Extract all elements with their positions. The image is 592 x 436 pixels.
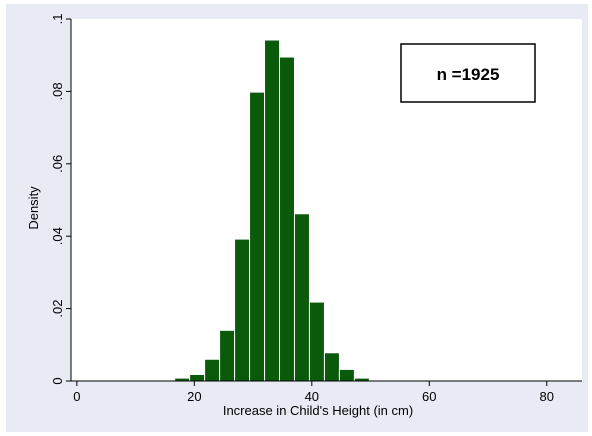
x-tick-label: 40 [305,389,319,404]
x-tick-label: 20 [187,389,201,404]
x-tick-label: 60 [422,389,436,404]
histogram-bar [234,238,251,382]
histogram-bar [338,368,355,382]
histogram-bar [293,213,310,382]
x-axis-label: Increase in Child's Height (in cm) [223,403,413,418]
y-ticks-group: 0 .02 .04 .06 .08 .1 [50,14,71,385]
histogram-bar [323,352,340,382]
histogram-bar [204,358,221,382]
histogram-bar [264,39,281,382]
y-axis-label: Density [26,186,41,230]
y-tick-label: .08 [50,82,65,100]
histogram-bar [219,329,236,382]
y-tick-label: .1 [50,14,65,25]
annotation-box [400,43,536,103]
y-tick-label: .04 [50,227,65,245]
histogram-bar [189,373,206,382]
x-ticks-group: 0 20 40 60 80 [73,381,554,404]
y-tick-label: 0 [50,377,65,384]
x-tick-label: 0 [73,389,80,404]
histogram-bar [249,91,266,382]
y-tick-label: .06 [50,155,65,173]
histogram-bar [308,301,325,382]
y-tick-label: .02 [50,300,65,318]
x-tick-label: 80 [540,389,554,404]
histogram-bar [279,56,295,382]
bars-group [99,39,580,382]
annotation-text: n =1925 [437,65,500,84]
